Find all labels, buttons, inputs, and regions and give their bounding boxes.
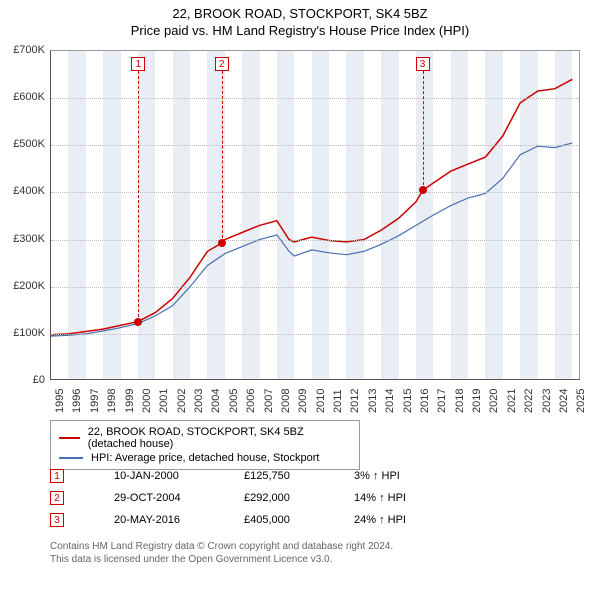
legend-swatch-2 (59, 457, 83, 459)
x-axis-label: 1995 (54, 389, 66, 413)
x-axis-label: 2011 (332, 389, 344, 413)
table-row: 1 10-JAN-2000 £125,750 3% ↑ HPI (50, 465, 434, 487)
transaction-hpi: 3% ↑ HPI (354, 470, 434, 482)
x-axis-label: 2022 (523, 389, 535, 413)
x-axis-label: 2025 (575, 389, 587, 413)
legend-swatch-1 (59, 437, 80, 439)
chart-marker-3: 3 (416, 57, 430, 71)
footer-attribution: Contains HM Land Registry data © Crown c… (50, 540, 393, 566)
x-axis-label: 2020 (488, 389, 500, 413)
transaction-marker-1: 1 (50, 469, 64, 483)
footer-line-2: This data is licensed under the Open Gov… (50, 553, 393, 566)
x-axis-label: 2021 (506, 389, 518, 413)
x-axis-label: 2005 (228, 389, 240, 413)
x-axis-label: 2001 (158, 389, 170, 413)
transaction-price: £405,000 (244, 514, 314, 526)
x-axis-label: 2010 (315, 389, 327, 413)
chart-svg (51, 51, 581, 381)
x-axis-label: 2004 (210, 389, 222, 413)
x-axis-label: 2007 (263, 389, 275, 413)
x-axis-label: 2012 (349, 389, 361, 413)
chart-marker-1: 1 (131, 57, 145, 71)
transaction-marker-3: 3 (50, 513, 64, 527)
x-axis-label: 2018 (454, 389, 466, 413)
x-axis-label: 1998 (106, 389, 118, 413)
y-axis-label: £300K (13, 233, 45, 245)
transaction-price: £125,750 (244, 470, 314, 482)
x-axis-label: 2003 (193, 389, 205, 413)
y-axis-label: £200K (13, 280, 45, 292)
y-axis-label: £500K (13, 138, 45, 150)
legend-label-1: 22, BROOK ROAD, STOCKPORT, SK4 5BZ (deta… (88, 426, 351, 450)
transaction-hpi: 24% ↑ HPI (354, 514, 434, 526)
page-subtitle: Price paid vs. HM Land Registry's House … (0, 21, 600, 38)
x-axis-label: 2016 (419, 389, 431, 413)
x-axis-label: 2023 (541, 389, 553, 413)
x-axis-label: 2002 (176, 389, 188, 413)
x-axis-label: 2000 (141, 389, 153, 413)
chart-page: 22, BROOK ROAD, STOCKPORT, SK4 5BZ Price… (0, 0, 600, 590)
legend-label-2: HPI: Average price, detached house, Stoc… (91, 452, 320, 464)
legend-row-2: HPI: Average price, detached house, Stoc… (59, 451, 351, 465)
x-axis-label: 2014 (384, 389, 396, 413)
transaction-date: 29-OCT-2004 (114, 492, 204, 504)
y-axis-label: £100K (13, 327, 45, 339)
x-axis-label: 1997 (89, 389, 101, 413)
x-axis-label: 1999 (124, 389, 136, 413)
legend: 22, BROOK ROAD, STOCKPORT, SK4 5BZ (deta… (50, 420, 360, 470)
legend-row-1: 22, BROOK ROAD, STOCKPORT, SK4 5BZ (deta… (59, 425, 351, 451)
y-axis-label: £400K (13, 185, 45, 197)
y-axis-label: £600K (13, 91, 45, 103)
x-axis-label: 2017 (436, 389, 448, 413)
x-axis-label: 1996 (71, 389, 83, 413)
page-title: 22, BROOK ROAD, STOCKPORT, SK4 5BZ (0, 0, 600, 21)
x-axis-label: 2013 (367, 389, 379, 413)
table-row: 3 20-MAY-2016 £405,000 24% ↑ HPI (50, 509, 434, 531)
transaction-price: £292,000 (244, 492, 314, 504)
x-axis-label: 2019 (471, 389, 483, 413)
transaction-date: 20-MAY-2016 (114, 514, 204, 526)
chart-marker-2: 2 (215, 57, 229, 71)
x-axis-label: 2008 (280, 389, 292, 413)
chart-plot-area: 1 2 3 (50, 50, 580, 380)
transaction-marker-2: 2 (50, 491, 64, 505)
transaction-date: 10-JAN-2000 (114, 470, 204, 482)
y-axis-label: £0 (33, 374, 45, 386)
x-axis-label: 2024 (558, 389, 570, 413)
x-axis-label: 2006 (245, 389, 257, 413)
footer-line-1: Contains HM Land Registry data © Crown c… (50, 540, 393, 553)
y-axis-label: £700K (13, 44, 45, 56)
table-row: 2 29-OCT-2004 £292,000 14% ↑ HPI (50, 487, 434, 509)
x-axis-label: 2015 (402, 389, 414, 413)
x-axis-label: 2009 (297, 389, 309, 413)
transactions-table: 1 10-JAN-2000 £125,750 3% ↑ HPI 2 29-OCT… (50, 465, 434, 531)
transaction-hpi: 14% ↑ HPI (354, 492, 434, 504)
